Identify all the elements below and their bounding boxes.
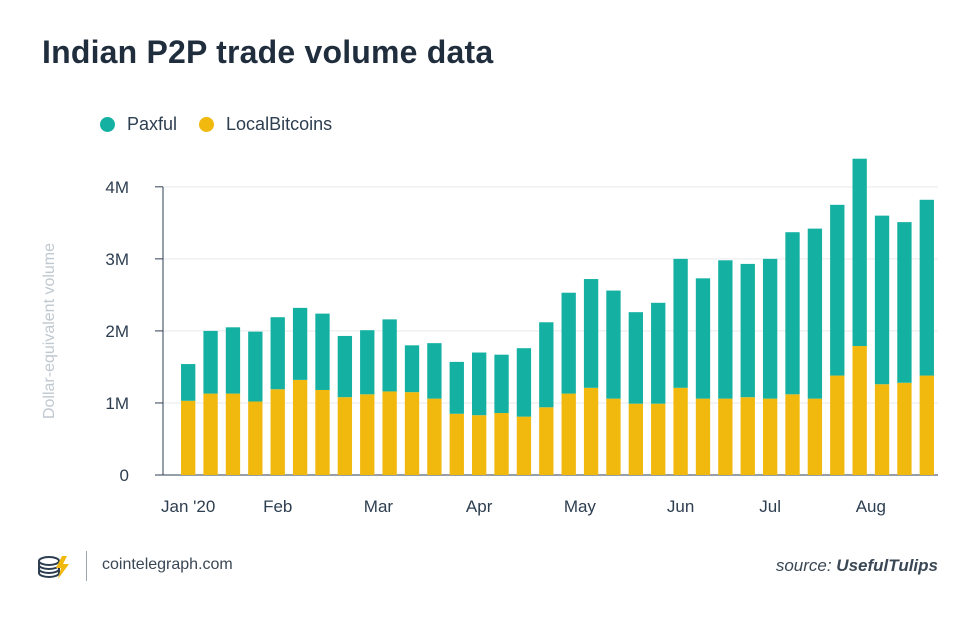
- bar-localbitcoins: [471, 415, 487, 475]
- bar-paxful: [807, 228, 823, 399]
- bar-localbitcoins: [561, 393, 576, 475]
- bar-localbitcoins: [874, 384, 890, 475]
- footer-source: source: UsefulTulips: [776, 556, 938, 576]
- bar-paxful: [360, 330, 375, 395]
- x-tick-label: Feb: [263, 497, 292, 516]
- source-prefix: source:: [775, 556, 832, 575]
- legend-swatch-localbitcoins: [199, 117, 215, 132]
- bar-paxful: [382, 319, 397, 392]
- chart-legend: Paxful LocalBitcoins: [100, 114, 354, 135]
- bar-localbitcoins: [807, 398, 823, 475]
- bar-paxful: [695, 278, 711, 399]
- bar-paxful: [270, 317, 285, 390]
- bar-paxful: [740, 263, 755, 398]
- bar-localbitcoins: [583, 387, 599, 475]
- bar-paxful: [673, 258, 688, 388]
- bar-paxful: [561, 292, 576, 394]
- source-name: UsefulTulips: [836, 556, 938, 575]
- legend-label-paxful: Paxful: [127, 114, 178, 134]
- bar-localbitcoins: [270, 389, 285, 475]
- bar-chart: 0 1M 2M 3M 4M Jan '20 Feb Mar Apr May Jun Jul Aug: [105, 158, 938, 516]
- bar-paxful: [762, 258, 778, 399]
- bar-paxful: [292, 307, 308, 380]
- x-tick-label: Jan '20: [161, 497, 215, 516]
- bar-paxful: [874, 215, 890, 385]
- bar-paxful: [539, 322, 554, 408]
- y-tick-label: 2M: [105, 322, 129, 341]
- cointelegraph-logo-icon: [38, 556, 69, 579]
- legend-item-paxful: Paxful: [100, 114, 177, 135]
- bar-localbitcoins: [718, 398, 733, 475]
- bar-localbitcoins: [494, 413, 509, 475]
- y-tick-label: 3M: [105, 250, 129, 269]
- bar-paxful: [583, 279, 599, 388]
- bar-paxful: [315, 313, 330, 390]
- x-tick-label: Apr: [466, 497, 493, 516]
- legend-label-localbitcoins: LocalBitcoins: [226, 114, 333, 134]
- y-tick-label: 1M: [105, 394, 129, 413]
- bar-localbitcoins: [248, 401, 263, 475]
- footer-divider: [86, 551, 87, 581]
- bar-paxful: [516, 348, 532, 417]
- bar-paxful: [830, 204, 845, 376]
- bar-localbitcoins: [516, 416, 532, 475]
- legend-swatch-paxful: [100, 117, 115, 132]
- bar-localbitcoins: [830, 375, 845, 475]
- bar-localbitcoins: [852, 346, 867, 475]
- bar-paxful: [427, 343, 442, 399]
- bar-paxful: [606, 290, 621, 399]
- bar-paxful: [449, 361, 464, 414]
- bar-localbitcoins: [897, 382, 912, 475]
- chart-title: Indian P2P trade volume data: [42, 34, 494, 70]
- x-tick-label: Mar: [364, 497, 394, 516]
- bar-paxful: [785, 232, 800, 395]
- y-tick-label: 0: [120, 466, 129, 485]
- bar-localbitcoins: [539, 407, 554, 475]
- y-tick-label: 4M: [105, 178, 129, 197]
- bar-localbitcoins: [292, 379, 308, 475]
- legend-item-localbitcoins: LocalBitcoins: [199, 114, 332, 135]
- x-tick-label: Jul: [759, 497, 781, 516]
- bar-localbitcoins: [427, 398, 442, 475]
- bar-paxful: [203, 330, 218, 394]
- bar-paxful: [225, 327, 241, 394]
- x-tick-label: May: [564, 497, 597, 516]
- bar-localbitcoins: [785, 394, 800, 475]
- bar-paxful: [919, 199, 934, 376]
- bar-localbitcoins: [673, 387, 688, 475]
- bar-paxful: [651, 302, 666, 404]
- bar-paxful: [471, 352, 487, 416]
- x-tick-label: Jun: [667, 497, 694, 516]
- bar-localbitcoins: [203, 393, 218, 475]
- x-tick-label: Aug: [856, 497, 886, 516]
- bar-paxful: [404, 345, 420, 393]
- bar-localbitcoins: [360, 394, 375, 475]
- bar-localbitcoins: [695, 398, 711, 475]
- bar-localbitcoins: [740, 397, 755, 475]
- bar-localbitcoins: [628, 403, 644, 475]
- bar-paxful: [897, 222, 912, 383]
- bar-paxful: [248, 331, 263, 402]
- bar-paxful: [181, 364, 196, 401]
- bar-localbitcoins: [337, 397, 353, 475]
- bar-localbitcoins: [315, 389, 330, 475]
- bar-paxful: [718, 260, 733, 399]
- bar-localbitcoins: [449, 413, 464, 475]
- bar-localbitcoins: [225, 393, 241, 475]
- bar-localbitcoins: [181, 400, 196, 475]
- bar-localbitcoins: [404, 392, 420, 475]
- bar-localbitcoins: [606, 398, 621, 475]
- bar-paxful: [337, 335, 353, 398]
- bar-paxful: [852, 158, 867, 347]
- bar-localbitcoins: [762, 398, 778, 475]
- footer-site-name[interactable]: cointelegraph.com: [102, 556, 233, 573]
- bar-localbitcoins: [382, 391, 397, 475]
- bar-localbitcoins: [919, 375, 934, 475]
- bar-localbitcoins: [651, 403, 666, 475]
- bar-paxful: [494, 354, 509, 414]
- bar-paxful: [628, 312, 644, 404]
